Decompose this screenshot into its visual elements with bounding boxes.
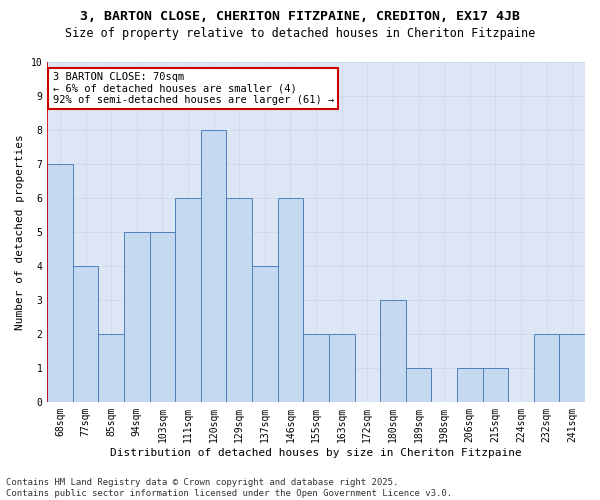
Bar	[124, 232, 149, 402]
Bar	[406, 368, 431, 402]
Bar	[149, 232, 175, 402]
Bar	[482, 368, 508, 402]
Text: 3 BARTON CLOSE: 70sqm
← 6% of detached houses are smaller (4)
92% of semi-detach: 3 BARTON CLOSE: 70sqm ← 6% of detached h…	[53, 72, 334, 105]
Bar	[175, 198, 201, 402]
Bar	[47, 164, 73, 402]
Y-axis label: Number of detached properties: Number of detached properties	[15, 134, 25, 330]
X-axis label: Distribution of detached houses by size in Cheriton Fitzpaine: Distribution of detached houses by size …	[110, 448, 522, 458]
Text: 3, BARTON CLOSE, CHERITON FITZPAINE, CREDITON, EX17 4JB: 3, BARTON CLOSE, CHERITON FITZPAINE, CRE…	[80, 10, 520, 23]
Text: Contains HM Land Registry data © Crown copyright and database right 2025.
Contai: Contains HM Land Registry data © Crown c…	[6, 478, 452, 498]
Bar	[457, 368, 482, 402]
Bar	[278, 198, 303, 402]
Bar	[252, 266, 278, 402]
Bar	[534, 334, 559, 402]
Bar	[226, 198, 252, 402]
Text: Size of property relative to detached houses in Cheriton Fitzpaine: Size of property relative to detached ho…	[65, 28, 535, 40]
Bar	[73, 266, 98, 402]
Bar	[329, 334, 355, 402]
Bar	[201, 130, 226, 402]
Bar	[303, 334, 329, 402]
Bar	[380, 300, 406, 402]
Bar	[559, 334, 585, 402]
Bar	[98, 334, 124, 402]
